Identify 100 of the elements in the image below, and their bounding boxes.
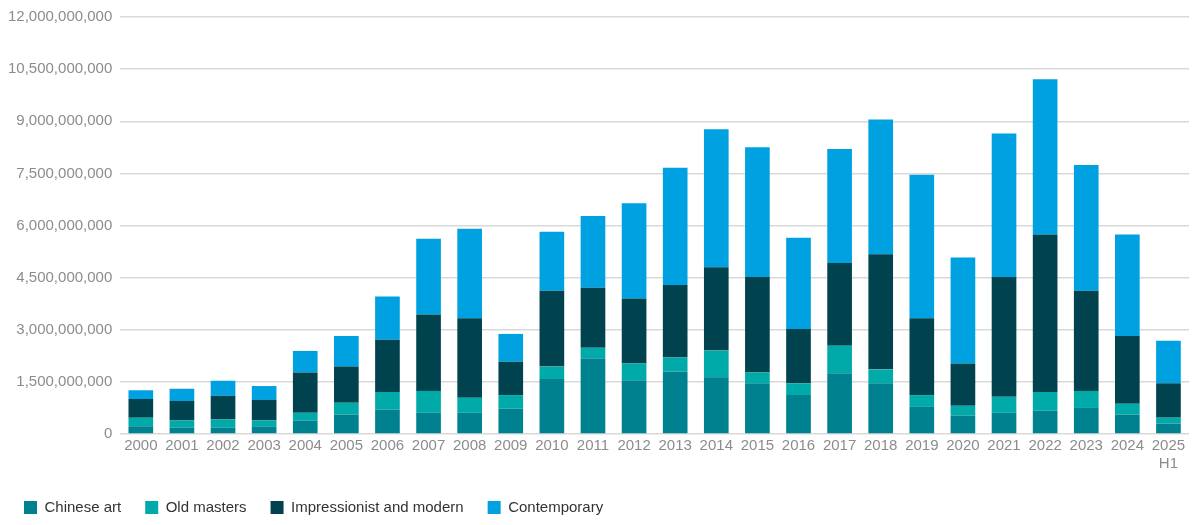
y-tick-label: 3,000,000,000 [16,319,113,337]
y-tick-label: 12,000,000,000 [7,7,113,25]
x-tick-label: 2024 [1110,436,1145,454]
x-tick-label: 2021 [987,436,1021,454]
legend-label: Chinese art [44,497,123,515]
bar [251,426,277,434]
bar [827,149,852,264]
y-tick-label: 1,500,000,000 [16,372,113,390]
legend-label: Impressionist and modern [291,497,464,515]
bar [950,415,976,434]
bar [786,237,811,330]
bar [1156,423,1181,434]
bar [662,284,688,358]
x-tick-label: 2008 [452,436,487,454]
bar [1032,79,1058,235]
bar [786,383,811,396]
x-tick-label: 2001 [165,436,199,454]
x-tick-label: 2004 [288,436,322,454]
y-tick-label: 0 [103,424,113,442]
bar [375,409,400,434]
bar [457,228,482,319]
bar [457,412,482,434]
bar [539,290,565,367]
bar [539,379,565,434]
bar [950,257,976,364]
bar [1115,414,1140,434]
bar [416,390,441,413]
bar [292,420,318,434]
bar [621,203,647,299]
bar [991,412,1017,434]
bar [662,371,688,434]
x-tick-label: 2019 [905,436,939,454]
bar [169,400,195,421]
bar [210,380,236,396]
bar [868,119,894,255]
bar [128,417,154,427]
bar [251,420,277,427]
bar [457,397,482,413]
bar [457,318,482,398]
x-tick-label: 2002 [206,436,240,454]
bar [580,358,606,434]
bar [498,361,524,396]
bar [1032,234,1058,392]
bar [416,238,441,315]
y-tick-label: 9,000,000,000 [16,111,113,129]
bar [868,369,894,384]
bar [251,386,277,400]
bar [621,380,647,434]
bar [334,414,359,434]
x-tick-label: 2009 [494,436,528,454]
bar [703,377,729,434]
bar [950,405,976,416]
bar [786,395,811,434]
bar [128,390,154,399]
bar [210,427,236,434]
bar [128,426,154,434]
bar [1032,391,1058,411]
bar [498,333,524,362]
x-tick-label: 2005 [329,436,364,454]
bar [703,129,729,268]
bar [827,345,852,374]
bar [1073,390,1099,408]
x-tick-label: 2011 [576,436,610,454]
bar [169,388,195,401]
x-tick-label: 2017 [822,436,857,454]
y-tick-label: 7,500,000,000 [16,163,113,181]
bar [909,174,935,319]
bar [334,402,359,415]
bar [745,383,770,434]
x-tick-label: 2013 [658,436,692,454]
bar [1156,383,1181,418]
bar [375,391,400,410]
bar [375,296,400,340]
bar [621,298,647,364]
bar [1115,336,1140,404]
y-tick-label: 10,500,000,000 [7,59,113,77]
bar [745,147,770,277]
bar [498,395,524,409]
bar [334,366,359,403]
x-tick-label: 2025 H1 [1151,436,1186,472]
x-tick-label: 2020 [946,436,980,454]
x-tick-label: 2016 [781,436,816,454]
bar [416,314,441,391]
x-tick-label: 2023 [1069,436,1103,454]
bar [662,357,688,372]
bar [909,406,935,434]
bar [909,395,935,407]
y-tick-label: 6,000,000,000 [16,215,113,233]
bar [334,336,359,367]
bar [210,419,236,428]
bar [909,318,935,396]
bar [1156,340,1181,384]
bar [662,167,688,285]
bar [251,399,277,421]
bar [950,363,976,406]
bar [580,347,606,359]
bar [539,231,565,291]
bar [292,350,318,373]
x-tick-label: 2006 [370,436,405,454]
bar [868,383,894,434]
